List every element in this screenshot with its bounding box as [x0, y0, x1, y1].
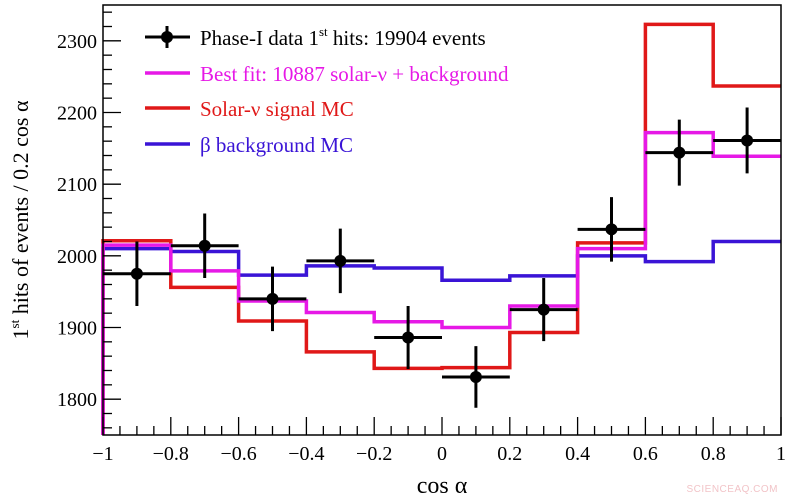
data-marker	[402, 331, 415, 344]
y-tick-label: 1800	[57, 389, 97, 411]
x-tick-label: 0.2	[497, 443, 522, 465]
data-marker	[741, 134, 754, 147]
legend-label-1: Solar-ν signal MC	[200, 97, 354, 121]
y-label-part: 1	[8, 328, 33, 339]
x-tick-label: 0.4	[565, 443, 590, 465]
data-marker	[605, 223, 618, 236]
watermark: SCIENCEAQ.COM	[686, 484, 778, 495]
data-point	[103, 241, 171, 306]
data-marker	[334, 254, 347, 267]
data-point	[442, 346, 510, 408]
x-tick-label: 0.8	[701, 443, 726, 465]
data-point	[645, 119, 714, 186]
y-tick-label: 2300	[57, 31, 97, 53]
data-point	[577, 197, 646, 262]
data-point	[170, 213, 239, 279]
legend-text: hits: 19904 events	[328, 26, 486, 50]
x-tick-label: 1	[776, 443, 786, 465]
legend-label-2: β background MC	[200, 133, 353, 157]
x-tick-label: −1	[92, 443, 113, 465]
y-tick-label: 1900	[57, 318, 97, 340]
legend-text: Phase-I data 1	[200, 26, 319, 50]
data-marker	[130, 267, 143, 280]
y-label-rest: hits of events / 0.2 cos α	[8, 100, 33, 320]
x-tick-label: 0.6	[633, 443, 658, 465]
x-axis-label: cos α	[417, 473, 468, 499]
x-tick-label: −0.8	[153, 443, 189, 465]
series-line-1	[101, 22, 781, 435]
data-point	[713, 107, 781, 174]
x-tick-label: 0	[437, 443, 447, 465]
y-tick-label: 2200	[57, 103, 97, 125]
data-point	[306, 228, 375, 294]
data-point	[374, 306, 442, 370]
legend-label-0: Best fit: 10887 solar-ν + background	[200, 62, 509, 86]
data-marker	[266, 292, 279, 305]
y-tick-label: 2000	[57, 246, 97, 268]
series-line-0	[101, 130, 781, 435]
legend-data-marker	[161, 31, 173, 43]
y-axis-label: 1st hits of events / 0.2 cos α	[7, 100, 33, 339]
legend-superscript: st	[319, 24, 328, 39]
data-marker	[469, 370, 482, 383]
y-tick-label: 2100	[57, 174, 97, 196]
x-tick-label: −0.4	[288, 443, 324, 465]
data-point	[509, 278, 578, 342]
series-line-2	[101, 239, 781, 435]
data-marker	[537, 303, 550, 316]
legend: Phase-I data 1st hits: 19904 events Best …	[145, 24, 509, 157]
data-marker	[198, 239, 211, 252]
legend-data-label: Phase-I data 1st hits: 19904 events	[200, 24, 486, 50]
data-marker	[673, 146, 686, 159]
data-point	[238, 266, 307, 332]
y-label-superscript: st	[7, 319, 22, 328]
x-tick-label: −0.2	[356, 443, 392, 465]
x-tick-label: −0.6	[220, 443, 256, 465]
